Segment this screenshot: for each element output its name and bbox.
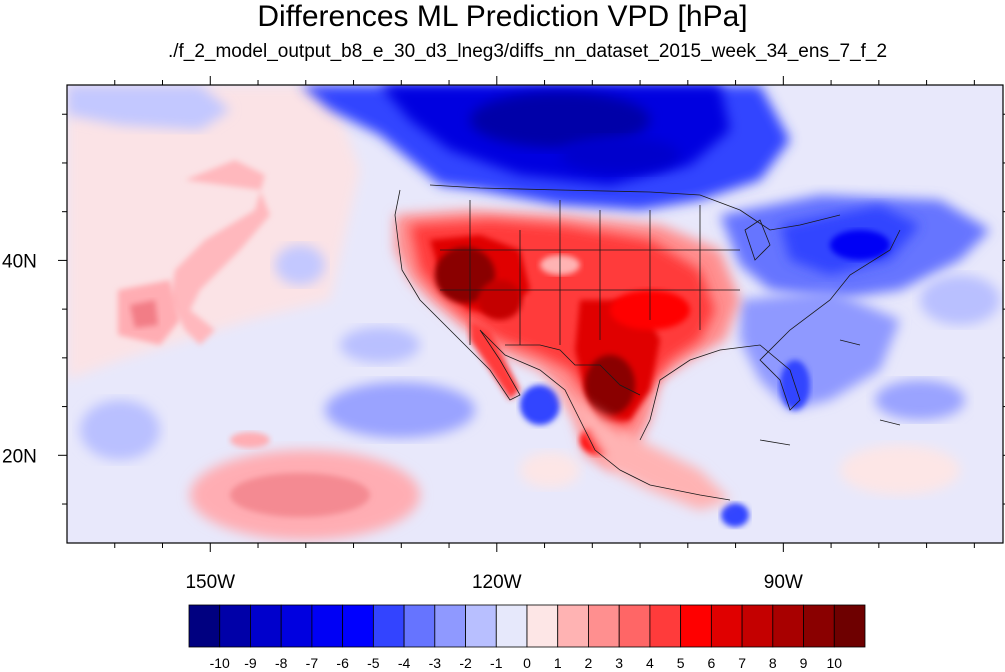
colorbar-swatch — [372, 604, 405, 648]
colorbar-swatch — [618, 604, 651, 648]
colorbar-label: 1 — [554, 655, 562, 671]
map-title: Differences ML Prediction VPD [hPa] — [257, 0, 748, 33]
colorbar-label: 10 — [826, 655, 842, 671]
colorbar-label: 2 — [585, 655, 593, 671]
colorbar-swatch — [680, 604, 712, 648]
colorbar-label: 5 — [677, 655, 685, 671]
colorbar-swatch — [833, 604, 866, 648]
colorbar-label: 7 — [738, 655, 746, 671]
lat-tick-label: 40N — [2, 251, 37, 272]
colorbar: -10 -9 -8 -7 -6 -5 -4 -3 -2 -1 0 1 2 3 4 5 6 7 8 9 10 — [188, 604, 866, 671]
colorbar-swatch — [741, 604, 774, 648]
colorbar-swatch — [588, 604, 620, 648]
vpd-difference-field — [67, 85, 1003, 543]
colorbar-swatch — [403, 604, 436, 648]
colorbar-swatch — [772, 604, 804, 648]
colorbar-swatch — [219, 604, 251, 648]
colorbar-label: 8 — [769, 655, 777, 671]
colorbar-label: 9 — [800, 655, 808, 671]
colorbar-label: -10 — [210, 655, 230, 671]
colorbar-swatch — [311, 604, 344, 648]
colorbar-label: 4 — [646, 655, 654, 671]
colorbar-label: -2 — [459, 655, 472, 671]
colorbar-swatch — [649, 604, 682, 648]
axis-ticks — [58, 76, 1005, 552]
colorbar-swatch — [557, 604, 589, 648]
colorbar-swatch — [250, 604, 282, 648]
colorbar-label: -3 — [429, 655, 442, 671]
colorbar-label: -1 — [490, 655, 503, 671]
colorbar-label: -9 — [244, 655, 257, 671]
colorbar-label: 0 — [523, 655, 531, 671]
colorbar-swatch — [526, 604, 559, 648]
colorbar-swatch — [342, 604, 374, 648]
colorbar-label: -6 — [336, 655, 349, 671]
colorbar-swatch — [495, 604, 528, 648]
colorbar-swatch — [434, 604, 466, 648]
colorbar-swatch — [280, 604, 313, 648]
colorbar-label: -8 — [275, 655, 288, 671]
axis-labels: 150W 120W 90W 40N 20N — [2, 251, 803, 593]
lon-tick-label: 120W — [472, 572, 522, 593]
colorbar-swatch — [803, 604, 835, 648]
lon-tick-label: 150W — [185, 572, 235, 593]
colorbar-label: -7 — [306, 655, 319, 671]
colorbar-label: 6 — [707, 655, 715, 671]
map-frame — [66, 84, 1004, 544]
coastlines-borders — [394, 184, 901, 501]
colorbar-swatch — [710, 604, 743, 648]
map-subtitle: ./f_2_model_output_b8_e_30_d3_lneg3/diff… — [167, 41, 888, 62]
colorbar-label: -4 — [398, 655, 411, 671]
lon-tick-label: 90W — [764, 572, 803, 593]
colorbar-label: 3 — [615, 655, 623, 671]
colorbar-label: -5 — [367, 655, 380, 671]
colorbar-swatch — [188, 604, 221, 648]
colorbar-swatch — [465, 604, 497, 648]
lat-tick-label: 20N — [2, 446, 37, 467]
